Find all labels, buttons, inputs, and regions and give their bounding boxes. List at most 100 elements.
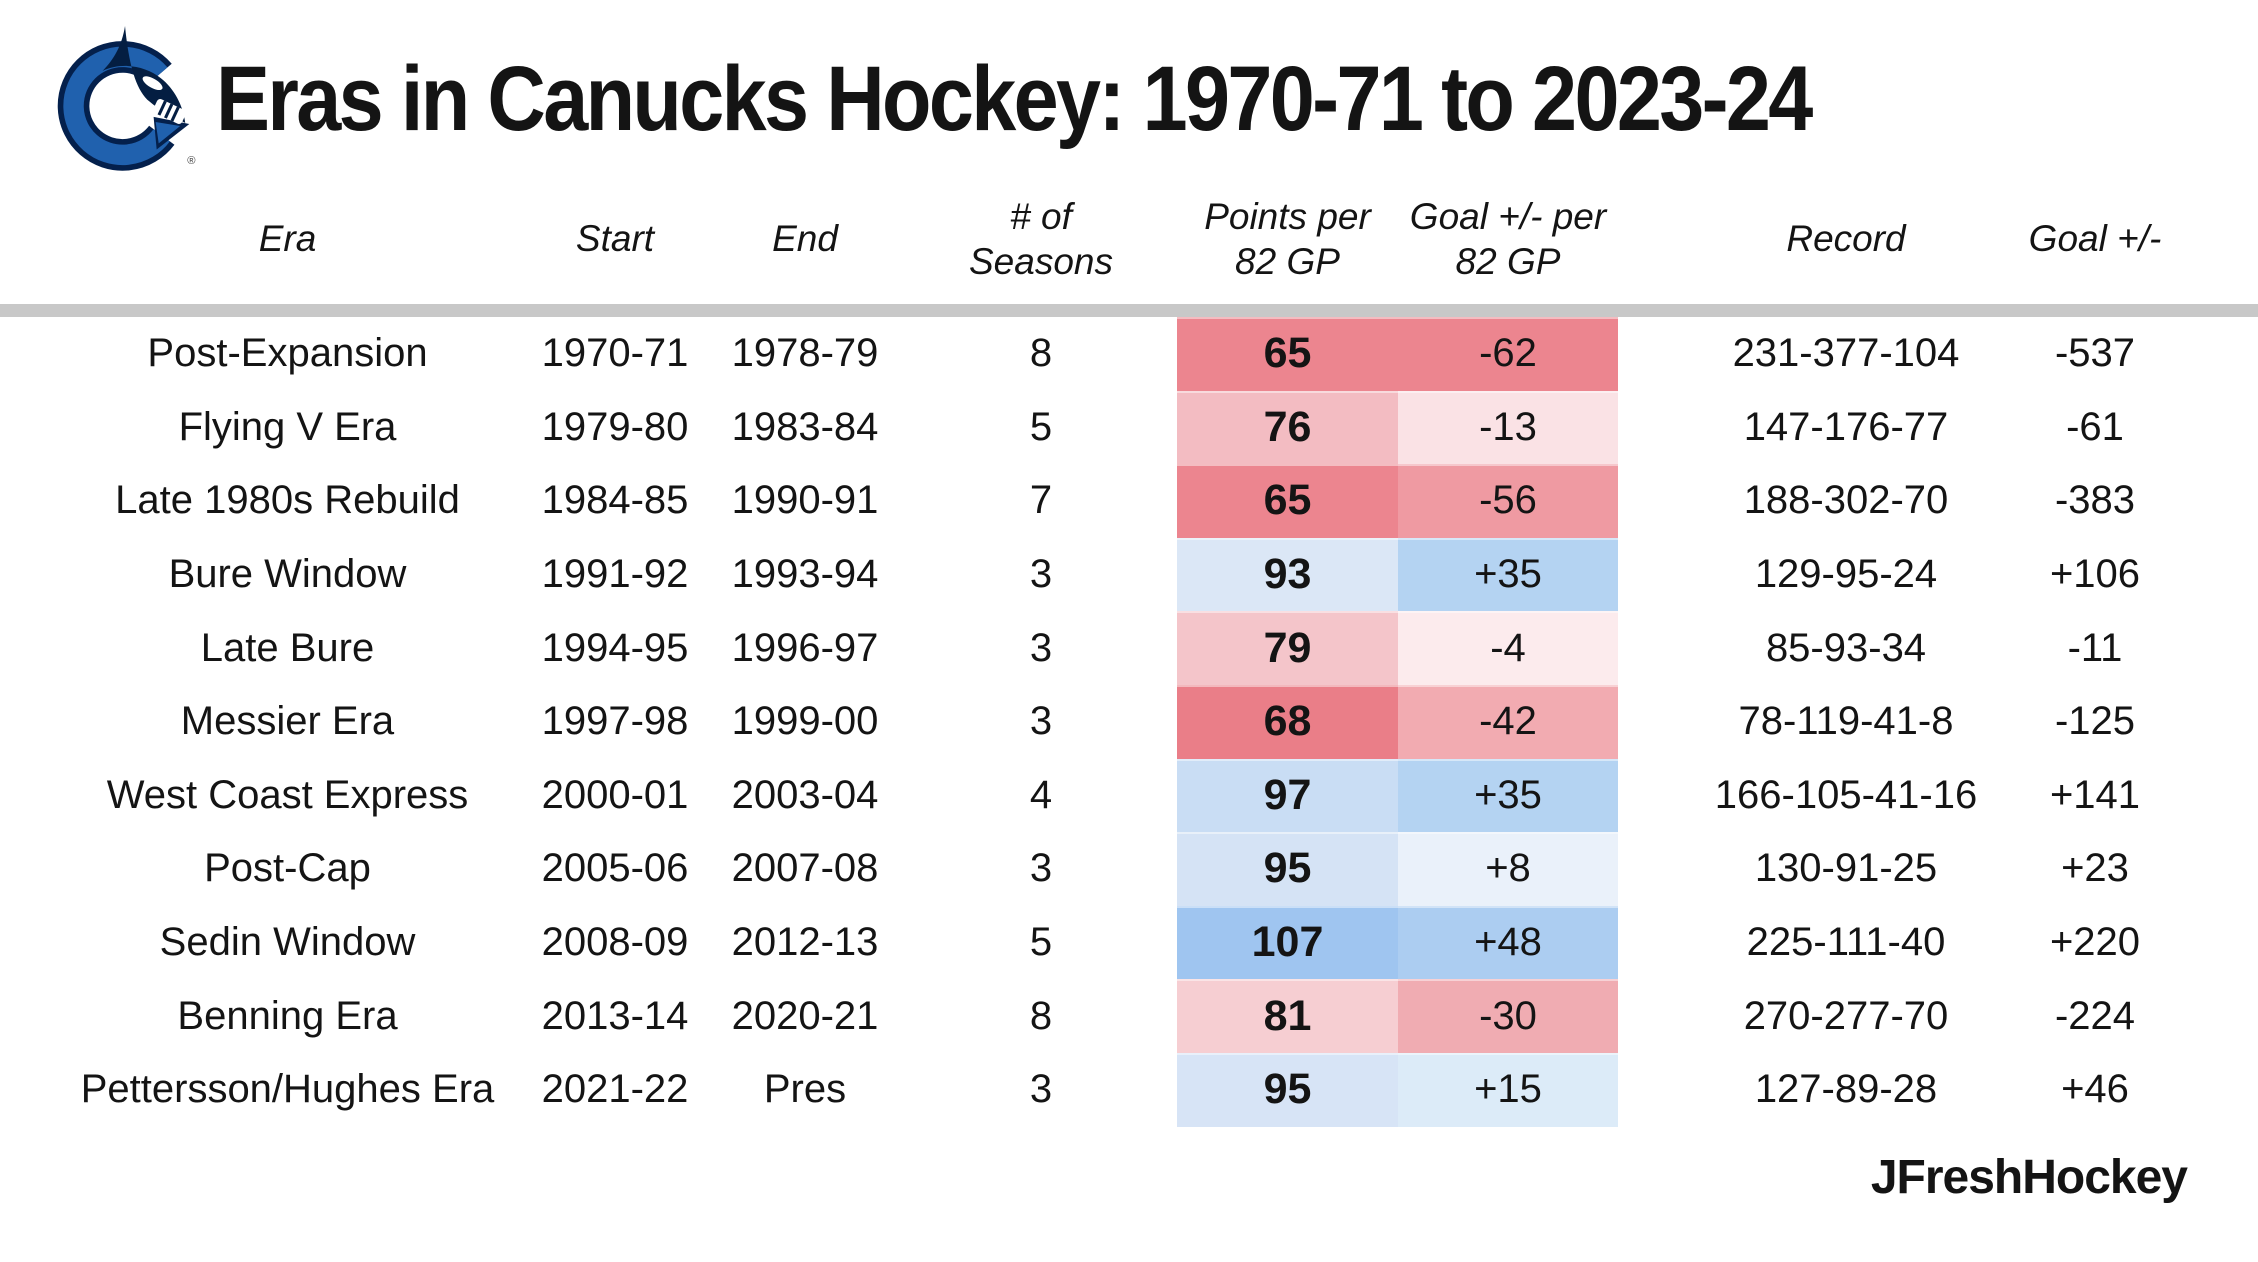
cell-seasons: 4 (1029, 772, 1053, 817)
cell-seasons: 3 (1029, 1067, 1053, 1112)
cell-end: 2007-08 (731, 846, 879, 891)
registered-mark: ® (187, 155, 196, 167)
col-header-label: End (772, 218, 838, 260)
cell-points-per-82: 95 (1177, 832, 1398, 906)
col-header-points-per-82: Points per 82 GP (1177, 194, 1398, 284)
cell-end: 1978-79 (731, 331, 879, 376)
masthead: ® Eras in Canucks Hockey: 1970-71 to 202… (0, 0, 2258, 174)
cell-goal-diff-per-82: +48 (1398, 905, 1618, 980)
cell-era: Post-Cap (204, 846, 371, 891)
cell-era: Benning Era (177, 993, 398, 1038)
cell-end: 1996-97 (731, 625, 879, 670)
credit-watermark: JFreshHockey (1870, 1151, 2188, 1204)
cell-points-per-82: 68 (1177, 684, 1398, 759)
cell-seasons: 5 (1029, 920, 1053, 965)
col-header-label: # of (1010, 195, 1072, 237)
cell-goal-diff: -61 (2066, 404, 2124, 449)
cell-record: 231-377-104 (1732, 331, 1960, 376)
cell-goal-diff: +220 (2049, 920, 2141, 965)
table-row: Flying V Era 1979-80 1983-84 5 76 -13 147-176-… (0, 390, 2258, 465)
cell-seasons: 3 (1029, 699, 1053, 744)
cell-end: 1999-00 (731, 699, 879, 744)
col-header-label: Points per (1204, 195, 1371, 237)
cell-points-per-82: 93 (1177, 537, 1398, 612)
canucks-orca-logo-icon: ® (46, 25, 202, 173)
cell-goal-diff: -383 (2054, 478, 2136, 523)
table-row: West Coast Express 2000-01 2003-04 4 97 +35 16… (0, 758, 2258, 833)
cell-goal-diff-per-82: -13 (1398, 390, 1618, 465)
cell-points-per-82: 65 (1177, 464, 1398, 538)
cell-record: 225-111-40 (1746, 920, 1946, 965)
col-header-record: Record (1618, 216, 2020, 261)
cell-goal-diff: +23 (2061, 846, 2129, 891)
cell-points-per-82: 76 (1177, 390, 1398, 465)
cell-record: 188-302-70 (1743, 478, 1949, 523)
cell-start: 1991-92 (541, 552, 689, 597)
cell-era: West Coast Express (106, 772, 469, 817)
cell-record: 127-89-28 (1754, 1067, 1938, 1112)
cell-seasons: 5 (1029, 404, 1053, 449)
table-header-row: Era Start End # of Seasons Points per 82… (0, 174, 2258, 304)
cell-end: 2003-04 (731, 772, 879, 817)
cell-goal-diff-per-82: +35 (1398, 537, 1618, 612)
table-row: Late Bure 1994-95 1996-97 3 79 -4 85-93-34 -11 (0, 611, 2258, 685)
cell-end: 2020-21 (731, 993, 879, 1038)
cell-points-per-82: 79 (1177, 611, 1398, 685)
cell-seasons: 7 (1029, 478, 1053, 523)
cell-start: 2005-06 (541, 846, 689, 891)
cell-start: 2008-09 (541, 920, 689, 965)
cell-era: Pettersson/Hughes Era (80, 1067, 495, 1112)
cell-end: 2012-13 (731, 920, 879, 965)
cell-end: 1993-94 (731, 552, 879, 597)
cell-start: 2021-22 (541, 1067, 689, 1112)
cell-record: 270-277-70 (1743, 993, 1949, 1038)
table-row: Post-Cap 2005-06 2007-08 3 95 +8 130-91-25 +23 (0, 832, 2258, 906)
cell-goal-diff: -11 (2067, 625, 2123, 670)
table-row: Bure Window 1991-92 1993-94 3 93 +35 129-95-24… (0, 537, 2258, 612)
cell-goal-diff: -224 (2054, 993, 2136, 1038)
cell-end: Pres (763, 1067, 847, 1112)
col-header-goal-diff: Goal +/- (2020, 216, 2170, 261)
cell-goal-diff-per-82: -62 (1398, 317, 1618, 391)
cell-start: 1970-71 (541, 331, 689, 376)
page-title: Eras in Canucks Hockey: 1970-71 to 2023-… (216, 47, 1813, 150)
cell-era: Messier Era (180, 699, 395, 744)
cell-era: Sedin Window (159, 920, 416, 965)
cell-seasons: 8 (1029, 993, 1053, 1038)
cell-seasons: 8 (1029, 331, 1053, 376)
cell-record: 130-91-25 (1754, 846, 1938, 891)
cell-era: Flying V Era (178, 404, 397, 449)
cell-era: Bure Window (168, 552, 407, 597)
cell-seasons: 3 (1029, 552, 1053, 597)
table-row: Pettersson/Hughes Era 2021-22 Pres 3 95 +15 12… (0, 1052, 2258, 1127)
table-row: Late 1980s Rebuild 1984-85 1990-91 7 65 -56 18… (0, 464, 2258, 538)
cell-era: Late Bure (200, 625, 375, 670)
cell-goal-diff-per-82: -42 (1398, 684, 1618, 759)
col-header-label: Goal +/- (2028, 218, 2162, 260)
col-header-label: Goal +/- per (1409, 195, 1607, 237)
cell-goal-diff-per-82: -30 (1398, 979, 1618, 1053)
cell-record: 85-93-34 (1765, 625, 1927, 670)
cell-era: Post-Expansion (147, 331, 428, 376)
table-row: Post-Expansion 1970-71 1978-79 8 65 -62 231-37… (0, 317, 2258, 391)
cell-goal-diff-per-82: +15 (1398, 1052, 1618, 1127)
cell-start: 1979-80 (541, 404, 689, 449)
cell-points-per-82: 97 (1177, 758, 1398, 833)
cell-goal-diff: -537 (2054, 331, 2136, 376)
cell-end: 1990-91 (731, 478, 879, 523)
cell-goal-diff: +106 (2049, 552, 2141, 597)
table-row: Messier Era 1997-98 1999-00 3 68 -42 78-119-41… (0, 684, 2258, 759)
cell-goal-diff: -125 (2054, 699, 2136, 744)
cell-points-per-82: 107 (1177, 905, 1398, 980)
cell-goal-diff: +46 (2061, 1067, 2129, 1112)
cell-points-per-82: 81 (1177, 979, 1398, 1053)
cell-record: 129-95-24 (1754, 552, 1938, 597)
cell-goal-diff-per-82: +35 (1398, 758, 1618, 833)
cell-era: Late 1980s Rebuild (115, 478, 460, 523)
table-row: Sedin Window 2008-09 2012-13 5 107 +48 225-111… (0, 905, 2258, 980)
table-row: Benning Era 2013-14 2020-21 8 81 -30 270-277-7… (0, 979, 2258, 1053)
cell-points-per-82: 65 (1177, 317, 1398, 391)
cell-goal-diff-per-82: -56 (1398, 464, 1618, 538)
col-header-era: Era (50, 216, 525, 261)
col-header-goal-diff-per-82: Goal +/- per 82 GP (1398, 194, 1618, 284)
